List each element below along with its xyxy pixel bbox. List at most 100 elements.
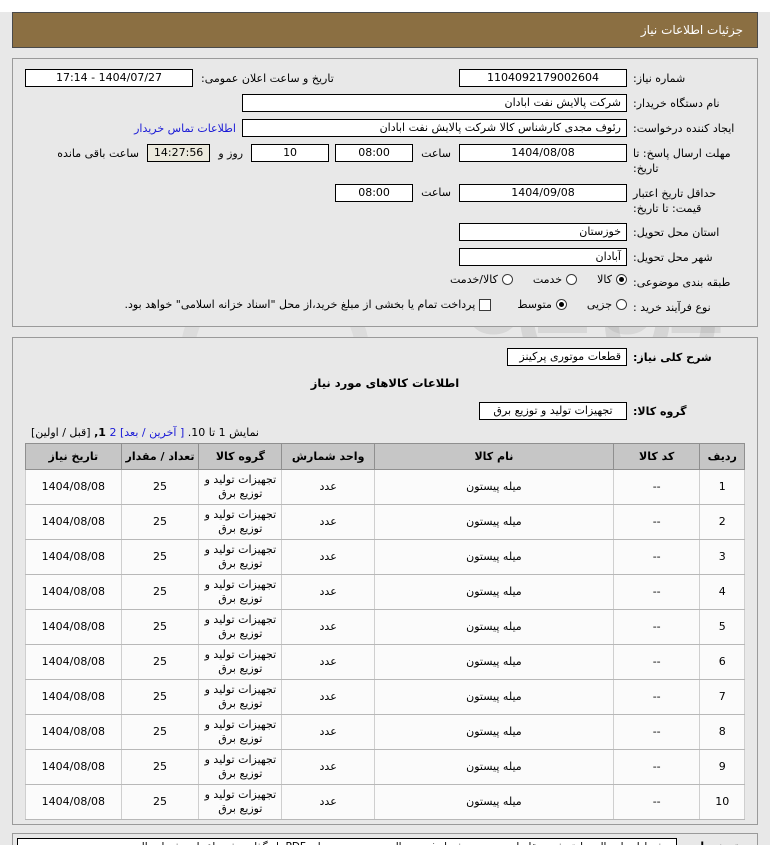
cell-code: -- <box>612 539 701 576</box>
category-label: طبقه بندی موضوعی: <box>633 276 731 290</box>
category-row: طبقه بندی موضوعی: کالا خدمت کالا/خدمت <box>25 273 745 291</box>
announce-datetime-value: 1404/07/27 - 17:14 <box>25 69 193 87</box>
radio-icon[interactable] <box>616 274 627 286</box>
table-row: 5 -- میله پیستون عدد تجهیزات تولید و توزیع ب… <box>25 609 745 646</box>
cell-date: 1404/08/08 <box>25 749 122 786</box>
col-header-name: نام کالا <box>373 443 614 471</box>
validity-hour-value: 08:00 <box>335 183 414 202</box>
cell-group: تجهیزات تولید و توزیع برق <box>198 574 283 611</box>
cell-group: تجهیزات تولید و توزیع برق <box>198 784 283 821</box>
cell-qty: 25 <box>120 714 200 751</box>
need-number-value: 1104092179002604 <box>459 69 627 87</box>
cell-radif: 4 <box>699 574 745 611</box>
group-row: گروه کالا: تجهیزات تولید و توزیع برق <box>25 402 745 421</box>
buyer-org-value: شرکت پالایش نفت ابادان <box>242 94 627 112</box>
cell-name: میله پیستون <box>373 504 614 541</box>
table-row: 2 -- میله پیستون عدد تجهیزات تولید و توزیع ب… <box>25 504 745 541</box>
cell-qty: 25 <box>120 539 200 576</box>
cell-group: تجهیزات تولید و توزیع برق <box>198 749 283 786</box>
cell-group: تجهیزات تولید و توزیع برق <box>198 469 283 506</box>
treasury-checkbox-label: پرداخت تمام یا بخشی از مبلغ خرید،از محل … <box>124 298 476 312</box>
category-option-kala[interactable]: کالا <box>597 273 627 286</box>
group-value: تجهیزات تولید و توزیع برق <box>479 402 627 421</box>
cell-unit: عدد <box>281 749 375 786</box>
buyer-notes-text: پیشنهادات ارسالی طبق شرح تقاضای پیوست پی… <box>17 838 677 845</box>
cell-code: -- <box>612 784 701 821</box>
pagination-prev-first-link[interactable]: [قبل / اولین] <box>31 426 91 440</box>
cell-unit: عدد <box>281 644 375 681</box>
cell-qty: 25 <box>120 644 200 681</box>
buyer-contact-link[interactable]: اطلاعات تماس خریدار <box>134 121 236 135</box>
process-option-jozei[interactable]: جزیی <box>587 298 627 311</box>
cell-date: 1404/08/08 <box>25 504 122 541</box>
page-root: 0101 ParsNamadData مرکز فرآوری اطلاعات ب… <box>0 12 770 845</box>
goods-section-title: اطلاعات کالاهای مورد نیاز <box>310 376 460 391</box>
cell-radif: 8 <box>699 714 745 751</box>
deadline-row: مهلت ارسال پاسخ: تا تاریخ: 1404/08/08 سا… <box>25 144 745 177</box>
cell-code: -- <box>612 469 701 506</box>
pagination-page-2-link[interactable]: 2 <box>109 426 117 440</box>
cell-date: 1404/08/08 <box>25 784 122 821</box>
cell-unit: عدد <box>281 609 375 646</box>
cell-group: تجهیزات تولید و توزیع برق <box>198 644 283 681</box>
cell-code: -- <box>612 644 701 681</box>
treasury-checkbox-option[interactable]: پرداخت تمام یا بخشی از مبلغ خرید،از محل … <box>125 298 492 311</box>
announce-label: تاریخ و ساعت اعلان عمومی: <box>201 71 334 85</box>
radio-icon[interactable] <box>616 299 627 311</box>
radio-icon[interactable] <box>555 299 567 311</box>
city-row: شهر محل تحویل: آبادان <box>25 248 745 267</box>
table-row: 9 -- میله پیستون عدد تجهیزات تولید و توزیع ب… <box>25 749 745 786</box>
cell-name: میله پیستون <box>373 644 614 681</box>
cell-radif: 1 <box>699 469 745 506</box>
validity-row: حداقل تاریخ اعتبار قیمت: تا تاریخ: 1404/… <box>25 183 745 217</box>
cell-qty: 25 <box>120 574 200 611</box>
cell-radif: 2 <box>699 504 745 541</box>
buyer-org-label: نام دستگاه خریدار: <box>633 97 720 110</box>
cell-qty: 25 <box>120 784 200 821</box>
pagination-next-last-link[interactable]: [ آخرین / بعد] <box>119 426 185 440</box>
cell-radif: 9 <box>699 749 745 786</box>
category-option-kala-khedmat[interactable]: کالا/خدمت <box>450 273 513 286</box>
cell-name: میله پیستون <box>373 574 614 611</box>
deadline-hour-value: 08:00 <box>335 144 414 162</box>
table-row: 8 -- میله پیستون عدد تجهیزات تولید و توزیع ب… <box>25 714 745 751</box>
checkbox-icon[interactable] <box>479 298 492 311</box>
pagination-page-1-current: 1, <box>94 426 106 440</box>
cell-unit: عدد <box>281 784 375 821</box>
remaining-countdown-timer: 14:27:56 <box>146 144 211 162</box>
province-value: خوزستان <box>459 223 627 242</box>
pagination: نمایش 1 تا 10. [ آخرین / بعد] 2 1, [قبل … <box>27 426 745 439</box>
col-header-unit: واحد شمارش <box>281 443 375 471</box>
cell-radif: 10 <box>699 784 745 821</box>
table-header-row: ردیف کد کالا نام کالا واحد شمارش گروه کا… <box>25 443 745 471</box>
table-row: 6 -- میله پیستون عدد تجهیزات تولید و توزیع ب… <box>25 644 745 681</box>
cell-code: -- <box>612 679 701 716</box>
validity-date-value: 1404/09/08 <box>459 183 627 202</box>
goods-panel: شرح کلی نیاز: قطعات موتوری پرکینز اطلاعا… <box>12 337 758 826</box>
radio-icon[interactable] <box>501 274 513 286</box>
category-option-khedmat[interactable]: خدمت <box>533 273 578 286</box>
group-label: گروه کالا: <box>633 405 687 419</box>
need-info-panel: شماره نیاز: 1104092179002604 تاریخ و ساع… <box>12 58 758 328</box>
requester-row: ایجاد کننده درخواست: رئوف مجدی کارشناس ک… <box>25 119 745 137</box>
need-number-label: شماره نیاز: <box>633 72 686 85</box>
table-row: 10 -- میله پیستون عدد تجهیزات تولید و توزیع … <box>25 784 745 821</box>
cell-radif: 7 <box>699 679 745 716</box>
col-header-qty: تعداد / مقدار <box>120 443 200 471</box>
category-option-label: کالا <box>597 273 612 287</box>
cell-code: -- <box>612 749 701 786</box>
cell-unit: عدد <box>281 679 375 716</box>
cell-group: تجهیزات تولید و توزیع برق <box>198 539 283 576</box>
cell-unit: عدد <box>281 539 375 576</box>
validity-label: حداقل تاریخ اعتبار قیمت: تا تاریخ: <box>633 186 717 215</box>
process-option-motavaset[interactable]: متوسط <box>517 298 567 311</box>
cell-code: -- <box>612 609 701 646</box>
cell-qty: 25 <box>120 679 200 716</box>
cell-date: 1404/08/08 <box>25 574 122 611</box>
deadline-label: مهلت ارسال پاسخ: تا تاریخ: <box>633 147 731 175</box>
radio-icon[interactable] <box>566 274 578 286</box>
page-title-banner: جزئیات اطلاعات نیاز <box>12 12 758 48</box>
cell-qty: 25 <box>120 749 200 786</box>
deadline-date-value: 1404/08/08 <box>459 144 627 162</box>
cell-radif: 3 <box>699 539 745 576</box>
